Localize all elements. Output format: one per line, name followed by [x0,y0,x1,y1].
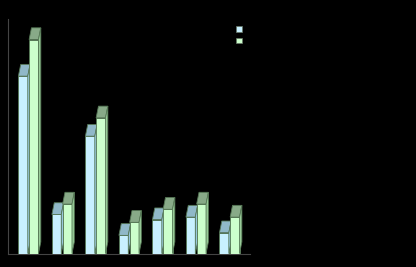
Bar [197,204,206,254]
Polygon shape [28,64,30,254]
Polygon shape [130,211,141,222]
Bar [220,233,229,254]
Bar [63,204,72,254]
Polygon shape [95,124,97,254]
Polygon shape [173,198,175,254]
Bar [130,222,139,254]
Bar [186,217,196,254]
Polygon shape [197,192,208,204]
Polygon shape [96,106,108,118]
Polygon shape [139,211,141,254]
Bar [119,235,128,254]
Polygon shape [162,208,164,254]
Polygon shape [206,192,208,254]
Polygon shape [230,205,242,217]
Polygon shape [18,64,30,76]
Bar [163,209,173,254]
Polygon shape [63,192,74,204]
Polygon shape [72,192,74,254]
Polygon shape [29,28,41,40]
Bar [18,76,28,254]
Polygon shape [240,205,242,254]
Polygon shape [61,203,64,254]
Polygon shape [152,208,164,220]
Polygon shape [119,224,131,235]
Polygon shape [85,124,97,136]
Polygon shape [106,106,108,254]
Bar [230,217,240,254]
Bar [52,214,61,254]
Polygon shape [196,205,198,254]
Legend: , : , [235,23,245,47]
Bar [96,118,106,254]
Bar [85,136,95,254]
Polygon shape [220,221,231,233]
Bar [152,220,162,254]
Polygon shape [186,205,198,217]
Polygon shape [229,221,231,254]
Polygon shape [39,28,41,254]
Polygon shape [163,198,175,209]
Polygon shape [52,203,64,214]
Bar [29,40,39,254]
Polygon shape [128,224,131,254]
